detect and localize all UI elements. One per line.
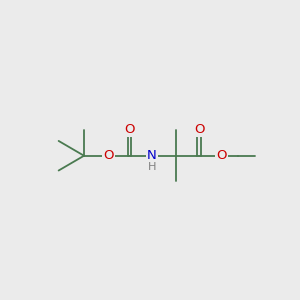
Text: N: N xyxy=(147,149,157,162)
Text: O: O xyxy=(103,149,114,162)
Text: O: O xyxy=(124,123,135,136)
Text: H: H xyxy=(147,162,156,172)
Text: O: O xyxy=(216,149,226,162)
Text: O: O xyxy=(194,123,204,136)
